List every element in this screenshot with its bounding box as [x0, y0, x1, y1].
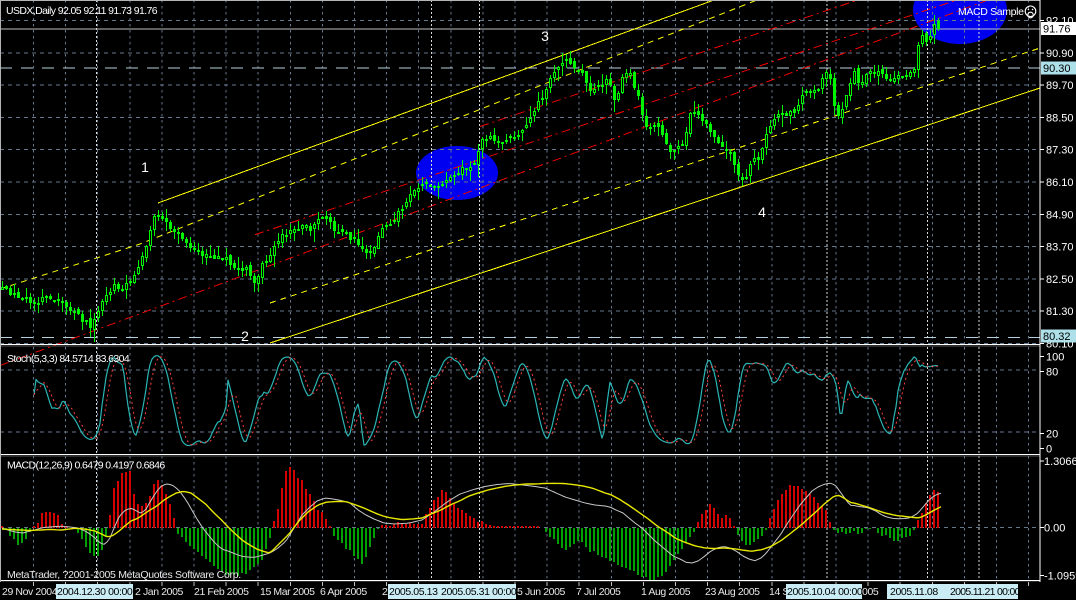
svg-text:2 Jan 2005: 2 Jan 2005	[135, 586, 184, 598]
svg-text:4: 4	[758, 204, 766, 220]
svg-text:1.3066: 1.3066	[1044, 456, 1076, 468]
svg-text:2005.05.31 00:00: 2005.05.31 00:00	[441, 586, 517, 598]
svg-text:15 Mar 2005: 15 Mar 2005	[260, 586, 315, 598]
svg-text:6 Apr 2005: 6 Apr 2005	[320, 586, 367, 598]
svg-text:84.90: 84.90	[1046, 209, 1074, 221]
svg-text:MACD Sample: MACD Sample	[958, 6, 1024, 18]
svg-text:80.32: 80.32	[1043, 331, 1071, 343]
svg-text:005: 005	[862, 586, 879, 598]
svg-text:29 Nov 2004: 29 Nov 2004	[2, 586, 58, 598]
svg-text:5 Jun 2005: 5 Jun 2005	[517, 586, 566, 598]
svg-text:3: 3	[541, 28, 549, 44]
svg-text:87.30: 87.30	[1046, 145, 1074, 157]
svg-text:83.70: 83.70	[1046, 242, 1074, 254]
svg-text:-1.0959: -1.0959	[1044, 571, 1076, 583]
svg-text:14 S: 14 S	[769, 586, 789, 598]
svg-text:2: 2	[241, 328, 249, 344]
svg-text:91.76: 91.76	[1043, 24, 1071, 36]
svg-text:MACD(12,26,9) 0.6479 0.4197 0.: MACD(12,26,9) 0.6479 0.4197 0.6846	[7, 460, 165, 472]
svg-text:100: 100	[1046, 352, 1064, 364]
svg-text:20: 20	[1046, 429, 1058, 441]
svg-text:0: 0	[1046, 444, 1052, 456]
svg-text:1: 1	[141, 159, 149, 175]
svg-text:1 Aug 2005: 1 Aug 2005	[641, 586, 691, 598]
svg-text:82.50: 82.50	[1046, 274, 1074, 286]
svg-text:80: 80	[1046, 367, 1058, 379]
svg-text:7 Jul 2005: 7 Jul 2005	[576, 586, 621, 598]
svg-text:23 Aug 2005: 23 Aug 2005	[705, 586, 760, 598]
svg-text:81.30: 81.30	[1046, 306, 1074, 318]
svg-text:0.00: 0.00	[1044, 523, 1065, 535]
svg-text:21 Feb 2005: 21 Feb 2005	[194, 586, 249, 598]
svg-text:2005.05.13: 2005.05.13	[389, 586, 438, 598]
svg-text:MetaTrader, ?2001-2005 MetaQuo: MetaTrader, ?2001-2005 MetaQuotes Softwa…	[7, 569, 241, 581]
svg-text:90.30: 90.30	[1043, 63, 1071, 75]
svg-text:Stoch(5,3,3) 84.5714 83.6304: Stoch(5,3,3) 84.5714 83.6304	[7, 353, 130, 365]
svg-text:2005.10.04 00:00: 2005.10.04 00:00	[787, 586, 863, 598]
svg-text:89.70: 89.70	[1046, 80, 1074, 92]
svg-text:USDX,Daily 92.05 92.11 91.73: USDX,Daily 92.05 92.11 91.73 91.76	[6, 5, 158, 17]
svg-text:2004.12.30 00:00: 2004.12.30 00:00	[57, 586, 133, 598]
svg-text:88.50: 88.50	[1046, 112, 1074, 124]
svg-text:2: 2	[382, 586, 388, 598]
svg-text:86.10: 86.10	[1046, 177, 1074, 189]
svg-text:2005.11.21 00:00: 2005.11.21 00:00	[950, 586, 1021, 598]
svg-text:2005.11.08: 2005.11.08	[890, 586, 938, 598]
svg-text:90.90: 90.90	[1046, 48, 1074, 60]
